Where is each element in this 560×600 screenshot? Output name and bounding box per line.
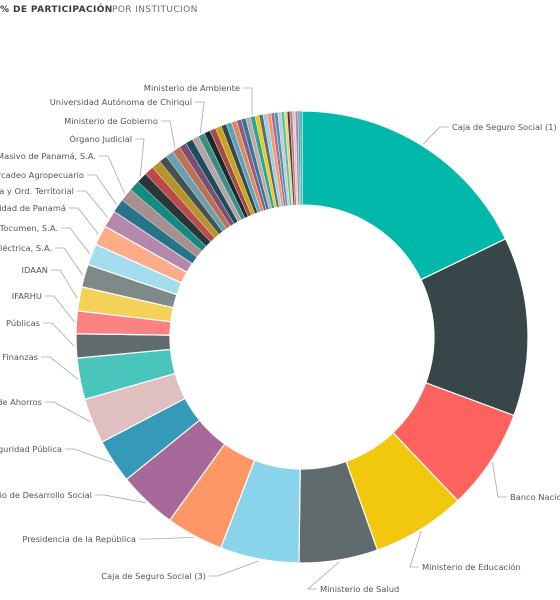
- leader-line-ministerio-de-obras-publicas: [43, 322, 75, 347]
- leader-line-ministerio-de-salud: [306, 561, 340, 590]
- leader-line-ministerio-de-vivienda-y-ord-territorial: [77, 190, 109, 218]
- tab-por-institucion[interactable]: POR INSTITUCION: [112, 5, 198, 15]
- label-banco-nacional: Banco Nacio: [510, 492, 560, 502]
- label-ministerio-de-gobierno: Ministerio de Gobierno: [64, 116, 158, 126]
- leader-line-ifarhu: [45, 295, 75, 323]
- label-universidad-de-panama: ersidad de Panamá: [0, 203, 66, 213]
- label-presidencia-de-la-republica: Presidencia de la República: [22, 534, 136, 544]
- label-ministerio-de-vivienda-y-ord-territorial: enda y Ord. Territorial: [0, 186, 74, 196]
- label-caja-de-seguro-social-1: Caja de Seguro Social (1): [452, 122, 557, 132]
- leader-line-banco-nacional: [492, 462, 507, 498]
- label-caja-de-seguro-social-3: Caja de Seguro Social (3): [101, 571, 206, 581]
- leader-line-ministerio-de-seguridad-publica: [65, 448, 112, 463]
- label-universidad-autonoma-de-chiriqui: Universidad Autónoma de Chiriquí: [50, 97, 193, 107]
- label-idaan: IDAAN: [22, 265, 48, 275]
- leader-line-presidencia-de-la-republica: [139, 537, 194, 540]
- label-ifarhu: IFARHU: [12, 291, 42, 301]
- leader-line-universidad-autonoma-de-chiriqui: [195, 101, 205, 133]
- label-organo-judicial: Órgano Judicial: [69, 133, 132, 144]
- leader-line-caja-de-seguro-social-3: [209, 560, 259, 577]
- label-aeropuerto-internacional-de-tocumen-s-a: e Tocumen, S.A.: [0, 223, 58, 233]
- label-ministerio-de-seguridad-publica: eguridad Pública: [0, 444, 62, 454]
- leader-line-idaan: [51, 269, 78, 299]
- label-ministerio-de-educacion: Ministerio de Educación: [422, 562, 521, 572]
- leader-line-ministerio-de-ambiente: [243, 87, 253, 115]
- label-ministerio-de-ambiente: Ministerio de Ambiente: [144, 83, 240, 93]
- leader-line-organo-judicial: [135, 138, 145, 177]
- label-instituto-de-mercadeo-agropecuario: Mercadeo Agropecuario: [0, 170, 84, 180]
- leader-line-universidad-de-panama: [69, 207, 99, 235]
- slice-caja-de-seguro-social-1[interactable]: [301, 110, 507, 281]
- label-ministerio-de-obras-publicas: Públicas: [6, 318, 40, 328]
- leader-line-transporte-masivo-de-panama-s-a: [99, 155, 126, 194]
- label-transporte-masivo-de-panama-s-a: porte Masivo de Panamá, S.A.: [0, 151, 96, 161]
- leader-line-ministerio-de-desarrollo-social: [95, 494, 146, 504]
- leader-line-aeropuerto-internacional-de-tocumen-s-a: [61, 227, 91, 254]
- leader-line-ministerio-de-economia-y-finanzas: [41, 356, 79, 380]
- leader-line-instituto-de-mercadeo-agropecuario: [87, 174, 117, 205]
- leader-line-ministerio-de-gobierno: [161, 120, 176, 148]
- label-caja-de-ahorros: de Ahorros: [0, 397, 42, 407]
- tab-bar: % DE PARTICIPACIÓN POR INSTITUCION: [0, 0, 560, 22]
- leader-line-empresa-de-transmision-electrica-s-a: [55, 247, 83, 276]
- label-ministerio-de-salud: Ministerio de Salud: [320, 584, 399, 594]
- tab-participacion[interactable]: % DE PARTICIPACIÓN: [0, 5, 113, 15]
- label-empresa-de-transmision-electrica-s-a: Eléctrica, S.A.: [0, 243, 52, 253]
- donut-slices: [75, 110, 529, 564]
- leader-line-caja-de-seguro-social-1: [423, 126, 449, 145]
- slice-slice-55[interactable]: [299, 110, 303, 206]
- label-ministerio-de-economia-y-finanzas: Finanzas: [2, 352, 38, 362]
- leader-line-ministerio-de-educacion: [409, 531, 422, 568]
- label-ministerio-de-desarrollo-social: rio de Desarrollo Social: [0, 490, 92, 500]
- donut-labels: Caja de Seguro Social (1) Banco Nacio Mini…: [0, 83, 560, 594]
- leader-line-caja-de-ahorros: [45, 401, 91, 423]
